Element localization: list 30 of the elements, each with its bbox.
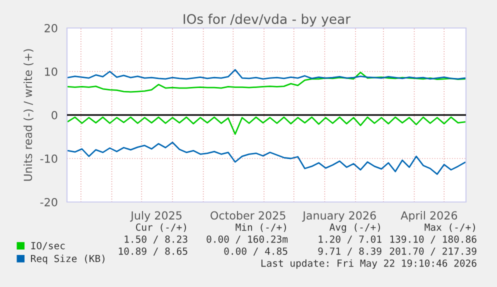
text: 9.71 / 8.39	[318, 247, 382, 256]
y-tick-label: 20	[44, 24, 58, 32]
text: 201.70 / 217.39	[390, 247, 476, 256]
x-tick-label: October 2025	[210, 211, 286, 220]
x-tick-label: July 2025	[130, 211, 182, 222]
line-series	[67, 72, 466, 93]
text: 0.00 / 4.85	[224, 247, 288, 256]
text: 1.20 / 7.01	[318, 235, 382, 244]
y-tick-label: -20	[40, 198, 58, 206]
text: Cur (-/+)	[136, 223, 186, 232]
text: Min (-/+)	[236, 223, 286, 232]
line-series	[67, 69, 466, 80]
legend-label: Req Size (KB)	[31, 254, 104, 264]
y-tick-label: 0	[52, 110, 58, 120]
text: 0.00 / 160.23m	[206, 235, 288, 244]
text: Last update: Fri May 22 19:10:46 2026	[261, 259, 476, 269]
line-series	[67, 116, 466, 135]
legend-label: IO/sec	[31, 242, 65, 250]
text: 139.10 / 180.86	[390, 235, 476, 244]
text: Max (-/+)	[424, 223, 475, 232]
chart-title: IOs for /dev/vda - by year	[184, 14, 351, 27]
text: 1.50 / 8.23	[124, 235, 188, 244]
x-tick-label: April 2026	[400, 211, 458, 222]
y-tick-label: -10	[40, 154, 58, 163]
x-tick-label: January 2026	[302, 211, 376, 222]
y-tick-label: 10	[45, 67, 58, 76]
line-series	[67, 142, 466, 175]
text: 10.89 / 8.65	[118, 247, 188, 256]
text: Avg (-/+)	[330, 223, 380, 233]
y-axis-title: Units read (-) / write (+)	[24, 49, 34, 181]
